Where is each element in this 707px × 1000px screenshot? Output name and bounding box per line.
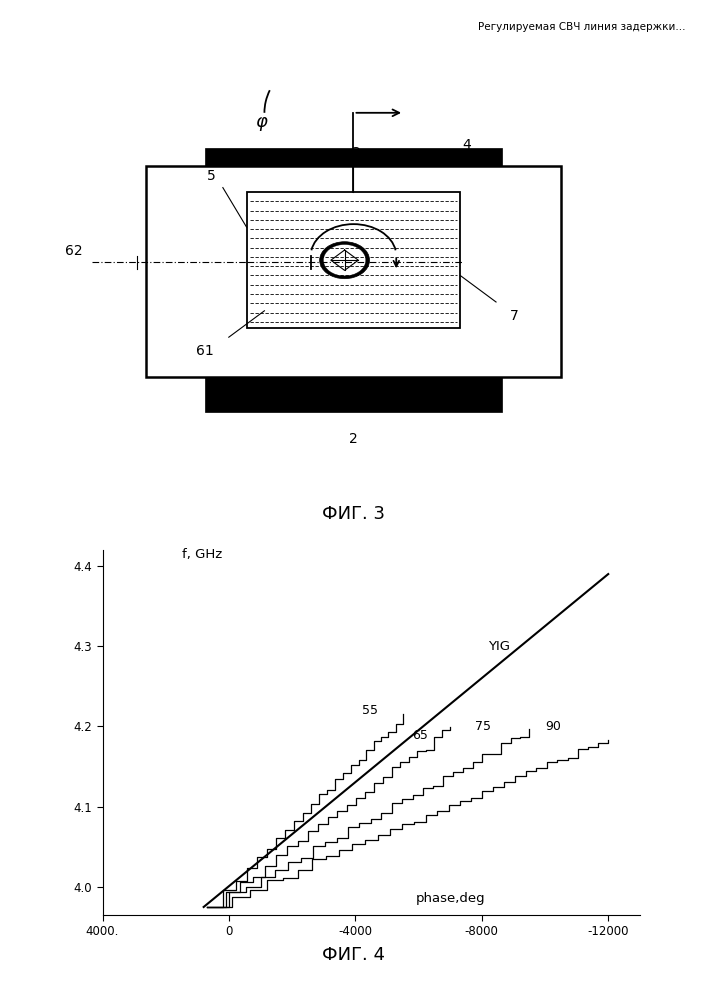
Text: 2: 2 bbox=[349, 432, 358, 446]
Text: 3: 3 bbox=[352, 146, 361, 160]
Text: 62: 62 bbox=[66, 244, 83, 258]
Bar bbox=[146, 166, 561, 377]
Circle shape bbox=[323, 244, 366, 276]
Text: 5: 5 bbox=[206, 169, 216, 183]
Text: 90: 90 bbox=[545, 720, 561, 733]
Text: 55: 55 bbox=[362, 704, 378, 717]
Bar bbox=[205, 148, 502, 166]
Bar bbox=[205, 377, 502, 412]
Text: 7: 7 bbox=[510, 309, 518, 323]
Text: YIG: YIG bbox=[488, 640, 510, 653]
Text: Регулируемая СВЧ линия задержки...: Регулируемая СВЧ линия задержки... bbox=[479, 22, 686, 32]
Bar bbox=[247, 192, 460, 328]
Text: 75: 75 bbox=[476, 720, 491, 733]
Text: $\varphi$: $\varphi$ bbox=[255, 115, 268, 133]
Text: 4: 4 bbox=[462, 138, 471, 152]
Text: f, GHz: f, GHz bbox=[182, 548, 222, 561]
Circle shape bbox=[320, 242, 370, 279]
Text: 65: 65 bbox=[412, 729, 428, 742]
Text: phase,deg: phase,deg bbox=[416, 892, 485, 905]
Text: 61: 61 bbox=[196, 344, 214, 358]
Text: ФИГ. 4: ФИГ. 4 bbox=[322, 946, 385, 964]
Text: ФИГ. 3: ФИГ. 3 bbox=[322, 505, 385, 523]
